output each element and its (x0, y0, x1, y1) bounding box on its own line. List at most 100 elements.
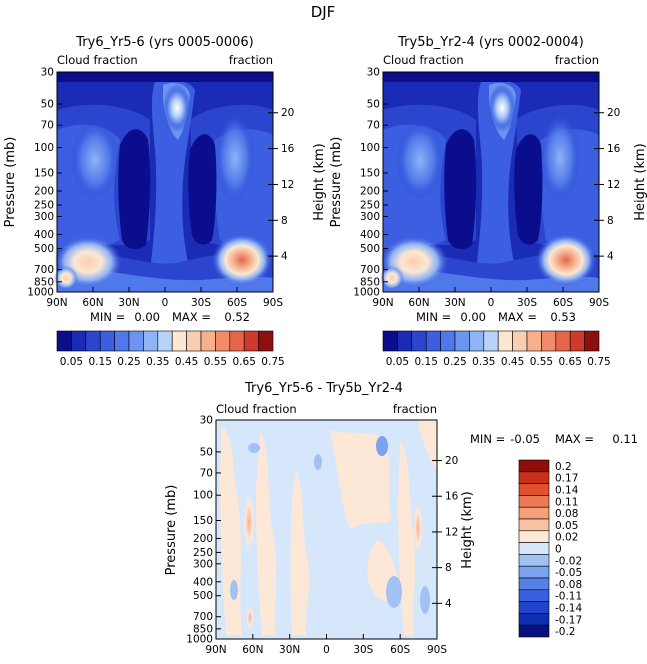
colorbar-box (518, 565, 550, 579)
heatmap-field (216, 420, 437, 639)
x-tick-label: 60S (390, 644, 410, 656)
panel-title: Try6_Yr5-6 (yrs 0005-0006) (75, 35, 253, 50)
colorbar-label: 0.2 (555, 461, 572, 473)
right-tick-label: 20 (445, 455, 458, 467)
colorbar-box (258, 330, 274, 352)
right-tick-label: 20 (607, 107, 620, 119)
x-tick-label: 90S (427, 644, 447, 656)
y-tick-label: 300 (193, 558, 213, 570)
colorbar-label: 0.35 (146, 356, 169, 368)
x-tick-label: 0 (162, 297, 169, 309)
y-tick-label: 700 (360, 264, 380, 276)
colorbar-label: 0.08 (555, 508, 578, 520)
colorbar-label: 0.45 (175, 356, 198, 368)
right-tick-label: 4 (281, 251, 288, 263)
colorbar-label: -0.2 (555, 626, 576, 638)
right-tick-label: 8 (445, 562, 452, 574)
right-tick-label: 8 (281, 215, 288, 227)
y-tick-label: 30 (41, 67, 54, 79)
max-label: MAX = (555, 432, 594, 446)
panel-title: Try6_Yr5-6 - Try5b_Yr2-4 (244, 381, 403, 396)
min-label: MIN = (90, 310, 125, 324)
colorbar-box (143, 330, 159, 352)
y-tick-label: 200 (193, 533, 213, 545)
y-tick-label: 300 (34, 211, 54, 223)
colorbar-box (518, 601, 550, 614)
colorbar-label: -0.05 (555, 567, 582, 579)
colorbar-box (518, 471, 550, 484)
colorbar-box (469, 330, 485, 352)
x-tick-label: 30N (279, 644, 300, 656)
colorbar-box (518, 577, 550, 591)
colorbar-box (526, 330, 542, 352)
colorbar-label: -0.14 (555, 603, 582, 615)
x-tick-label: 90N (46, 297, 67, 309)
colorbar-box (440, 330, 456, 352)
colorbar-box (157, 330, 173, 352)
y-tick-label: 150 (193, 515, 213, 527)
subtitle-left: Cloud fraction (57, 53, 138, 67)
colorbar-box (518, 613, 550, 626)
colorbar-box (454, 330, 470, 352)
y-tick-label: 400 (193, 576, 213, 588)
right-tick-label: 12 (281, 179, 294, 191)
colorbar-box (397, 330, 413, 352)
subtitle-right: fraction (555, 53, 599, 67)
colorbar-box (518, 542, 550, 555)
x-tick-label: 90N (205, 644, 226, 656)
right-axis-title: Height (km) (633, 143, 647, 220)
y-tick-label: 850 (34, 276, 54, 288)
min-label: MIN = (416, 310, 451, 324)
colorbar-box (497, 330, 513, 352)
y-tick-label: 1000 (186, 634, 213, 646)
y-tick-label: 30 (367, 67, 380, 79)
min-value: 0.00 (460, 310, 486, 324)
y-tick-label: 200 (360, 186, 380, 198)
y-tick-label: 700 (34, 264, 54, 276)
y-tick-label: 100 (34, 142, 54, 154)
colorbar-box (411, 330, 427, 352)
colorbar-label: 0.02 (555, 532, 578, 544)
y-tick-label: 100 (360, 142, 380, 154)
max-label: MAX = (172, 310, 211, 324)
panel-difference: Try6_Yr5-6 - Try5b_Yr2-4 Cloud fraction … (164, 381, 638, 656)
y-tick-label: 70 (367, 120, 380, 132)
y-tick-label: 400 (360, 229, 380, 241)
colorbar-label: -0.08 (555, 579, 582, 591)
colorbar-box (85, 330, 101, 352)
right-tick-label: 16 (281, 143, 295, 155)
colorbar-box (56, 330, 72, 352)
y-tick-label: 70 (200, 467, 213, 479)
x-tick-label: 30N (118, 297, 139, 309)
y-tick-label: 400 (34, 229, 54, 241)
x-tick-label: 60S (227, 297, 247, 309)
max-value: 0.52 (224, 310, 250, 324)
max-label: MAX = (498, 310, 537, 324)
colorbar-box (512, 330, 528, 352)
right-tick-label: 12 (445, 526, 458, 538)
panel-try6: Try6_Yr5-6 (yrs 0005-0006) Cloud fractio… (3, 35, 327, 309)
colorbar-label: 0.75 (261, 356, 284, 368)
colorbar-label: 0.15 (415, 356, 438, 368)
y-tick-label: 300 (360, 211, 380, 223)
colorbar-label: 0.05 (555, 520, 578, 532)
colorbar-box (99, 330, 115, 352)
x-tick-label: 60N (408, 297, 429, 309)
y-tick-label: 850 (193, 623, 213, 635)
x-tick-label: 30N (444, 297, 465, 309)
y-axis-title: Pressure (mb) (164, 485, 179, 576)
right-tick-label: 12 (607, 179, 620, 191)
y-axis-title: Pressure (mb) (3, 137, 18, 228)
right-tick-label: 20 (281, 107, 294, 119)
colorbar-label: 0.05 (386, 356, 409, 368)
y-tick-label: 500 (193, 590, 213, 602)
x-tick-label: 0 (488, 297, 495, 309)
colorbar-box (71, 330, 87, 352)
colorbar-box (215, 330, 231, 352)
min-value: -0.05 (510, 432, 540, 446)
colorbar-box (518, 554, 550, 567)
colorbar-label: 0.15 (89, 356, 112, 368)
colorbar-box (186, 330, 202, 352)
right-tick-label: 8 (607, 215, 614, 227)
